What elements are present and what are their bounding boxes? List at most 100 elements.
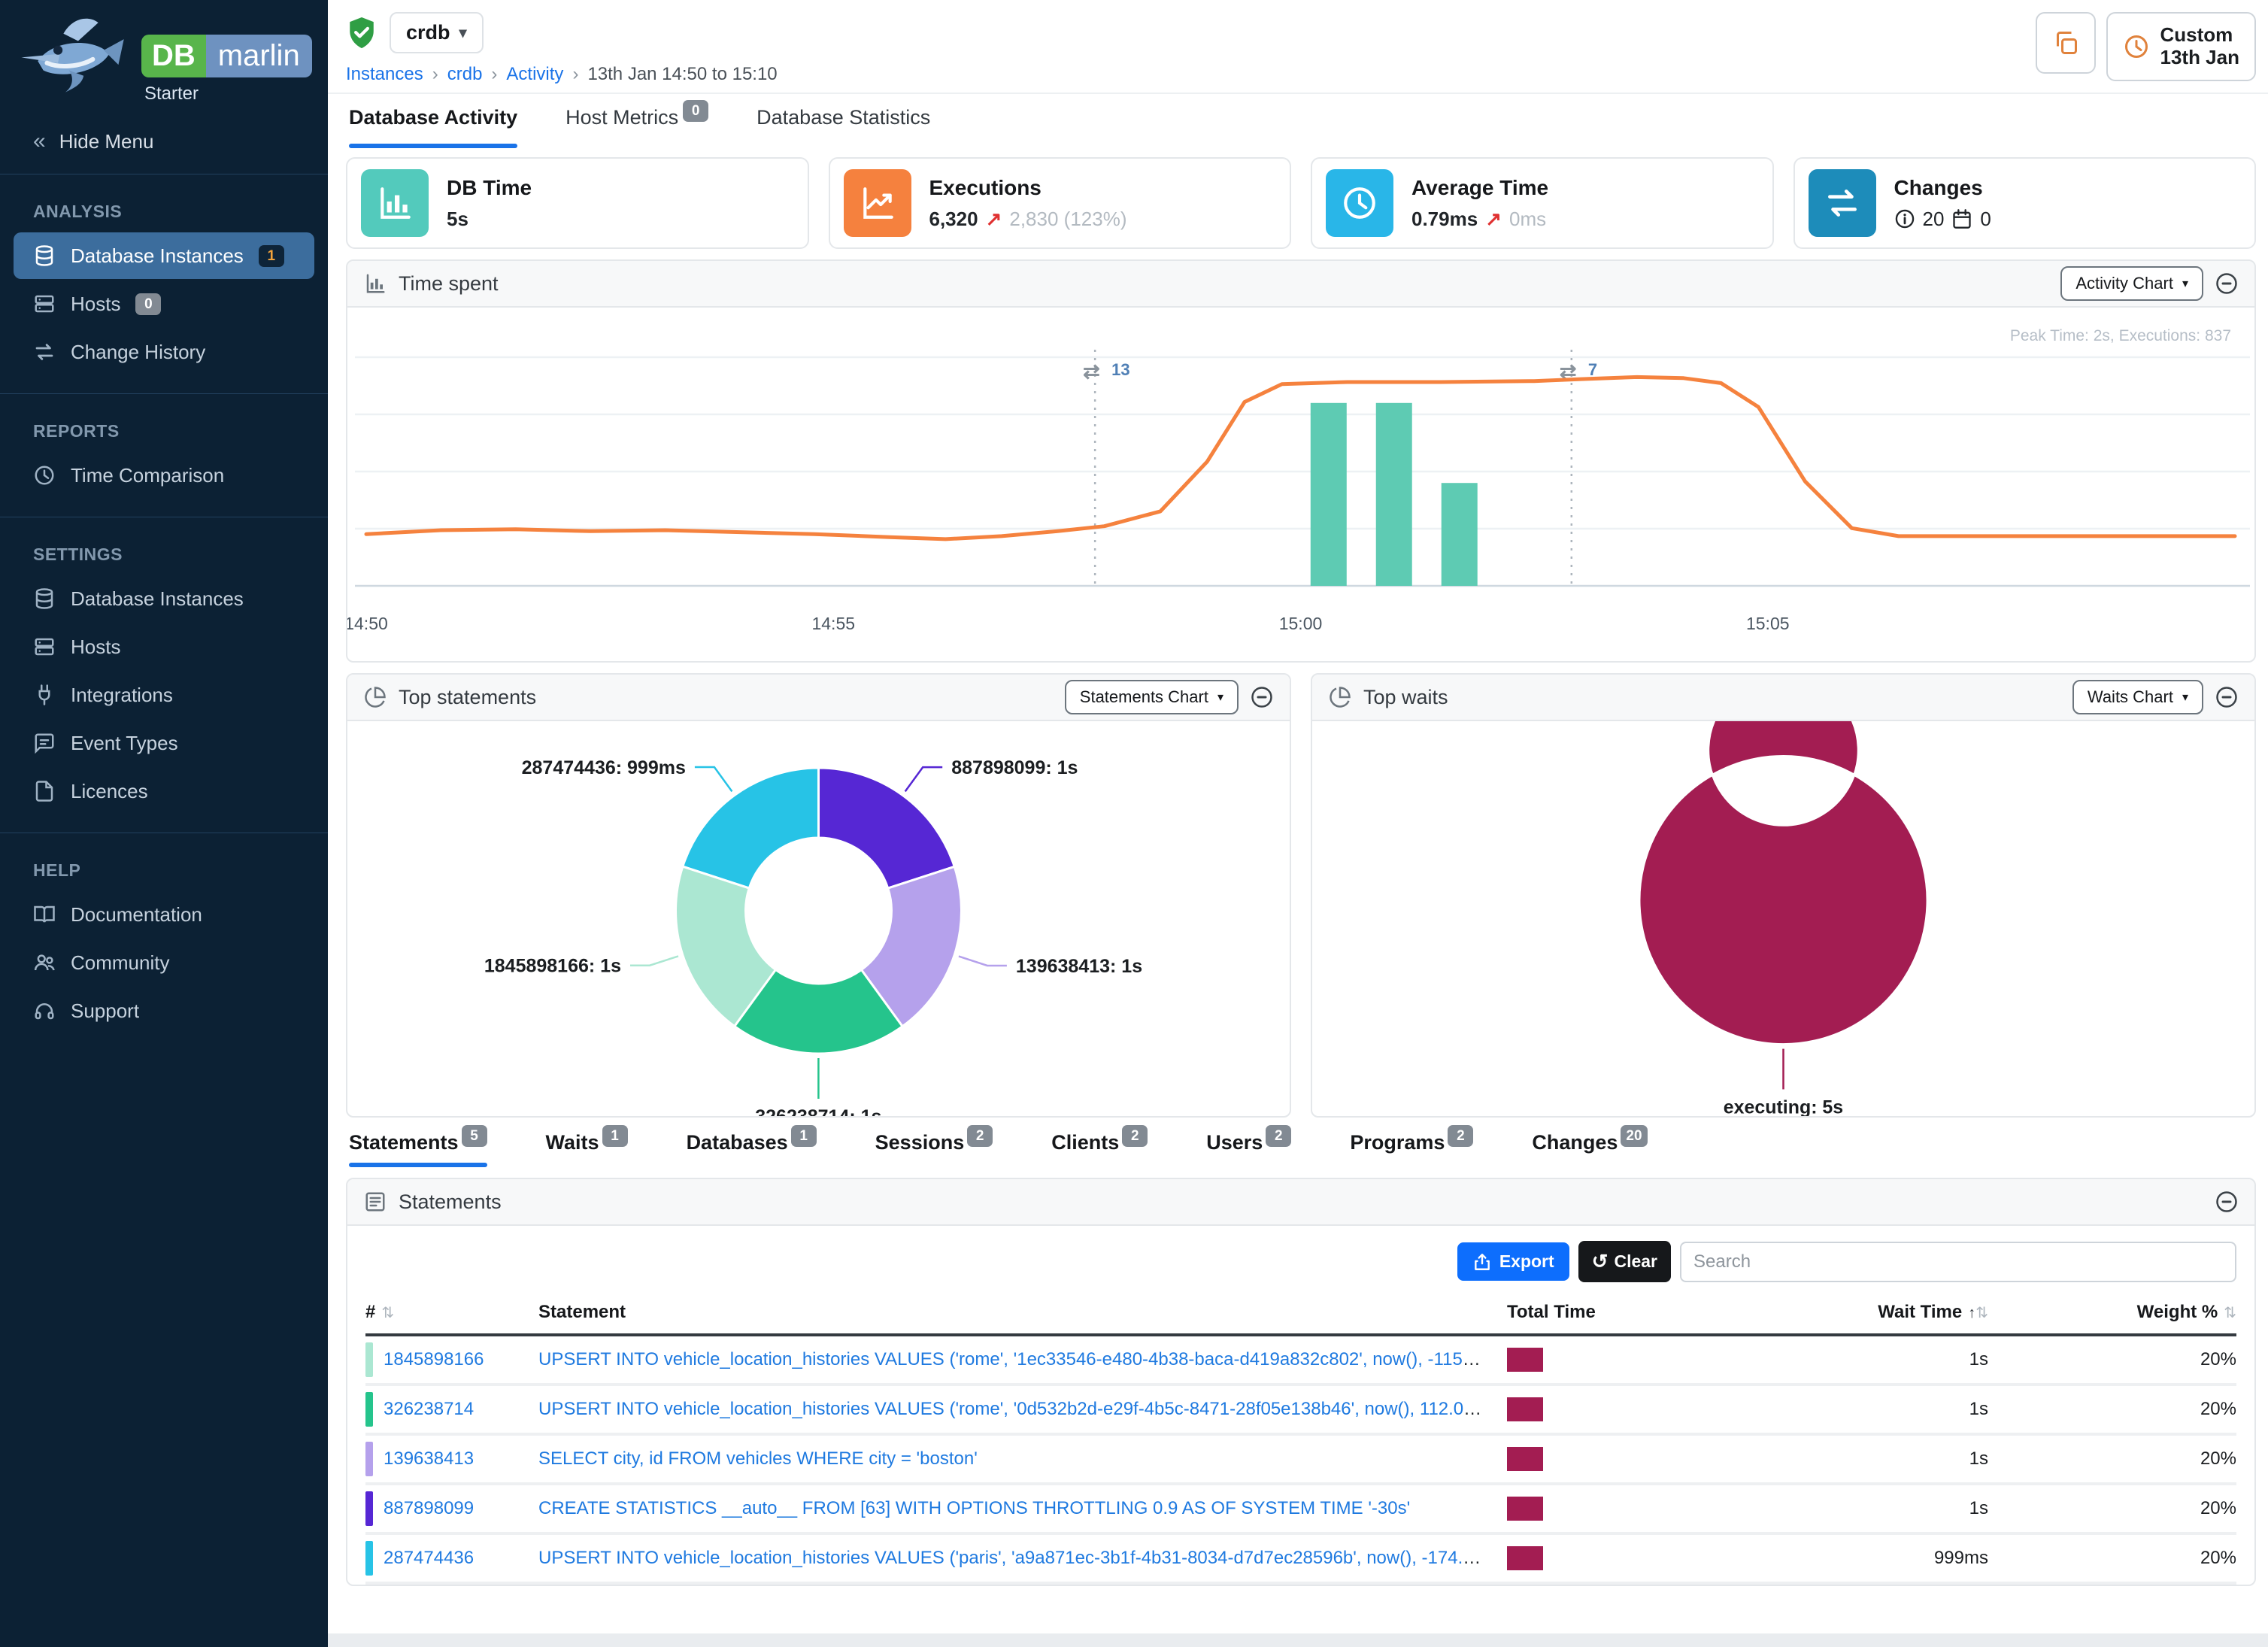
instance-selector-button[interactable]: crdb ▾ (390, 12, 484, 53)
tab-clients[interactable]: Clients 2 (1051, 1125, 1148, 1167)
statement-id-link[interactable]: 139638413 (384, 1448, 475, 1469)
tab-database-statistics[interactable]: Database Statistics (757, 106, 930, 148)
statement-id-link[interactable]: 887898099 (384, 1498, 475, 1518)
collapse-panel-icon[interactable] (2215, 1187, 2238, 1217)
tab-sessions[interactable]: Sessions 2 (875, 1125, 993, 1167)
search-input[interactable] (1680, 1241, 2236, 1282)
total-time-bar (1507, 1546, 1543, 1570)
column-header-weight-[interactable]: Weight % ⇅ (2136, 1302, 2236, 1322)
change-swap-icon[interactable]: ⇄ (1083, 360, 1100, 383)
collapse-panel-icon[interactable] (2215, 268, 2238, 299)
kpi-icon (843, 169, 911, 237)
column-header--[interactable]: # ⇅ (365, 1302, 395, 1322)
top-waits-donut[interactable]: executing: 5s (1312, 721, 2254, 1116)
sidebar-item-time-comparison[interactable]: Time Comparison (14, 452, 314, 499)
column-header-wait-time[interactable]: Wait Time ↑⇅ (1878, 1302, 1988, 1322)
undo-icon: ↺ (1591, 1250, 1609, 1272)
change-count: 13 (1111, 360, 1129, 379)
statements-chart-dropdown[interactable]: Statements Chart ▾ (1064, 680, 1239, 714)
sidebar-group: REPORTS Time Comparison (0, 394, 328, 517)
executions-bar[interactable] (1375, 402, 1412, 586)
tab-host-metrics[interactable]: Host Metrics 0 (565, 100, 709, 148)
statement-text-link[interactable]: UPSERT INTO vehicle_location_histories V… (538, 1399, 1507, 1419)
donut-slice[interactable] (1638, 721, 1929, 1046)
donut-slice-label: 1845898166: 1s (484, 956, 621, 977)
donut-slice-label: 326238714: 1s (755, 1106, 881, 1116)
copy-link-button[interactable] (2035, 12, 2096, 74)
wait-time-value: 1s (1969, 1498, 1988, 1518)
collapse-panel-icon[interactable] (2215, 682, 2238, 712)
sidebar-item-licences[interactable]: Licences (14, 768, 314, 814)
statement-text-link[interactable]: CREATE STATISTICS __auto__ FROM [63] WIT… (538, 1498, 1411, 1518)
sidebar-item-label: Hosts (71, 292, 121, 315)
statement-id-link[interactable]: 1845898166 (384, 1349, 484, 1369)
time-range-button[interactable]: Custom 13th Jan (2106, 12, 2256, 81)
statement-text-link[interactable]: SELECT city, id FROM vehicles WHERE city… (538, 1448, 978, 1469)
statements-panel: Statements Export ↺ Clear #⇅ (346, 1178, 2256, 1586)
activity-chart-label: Activity Chart (2075, 274, 2173, 293)
brand-db: DB (141, 35, 206, 77)
main-tabs: Database Activity Host Metrics 0 Database S… (328, 94, 2268, 148)
sidebar-group-title: SETTINGS (33, 544, 123, 564)
hide-menu-label: Hide Menu (59, 129, 154, 153)
sidebar: DB marlin Starter « Hide Menu ANALYSIS Dat… (0, 0, 328, 1647)
sidebar-item-change-history[interactable]: Change History (14, 329, 314, 375)
sidebar-item-label: Community (71, 951, 170, 974)
donut-slice[interactable] (681, 766, 820, 890)
copy-icon (2052, 29, 2079, 56)
sidebar-item-label: Event Types (71, 731, 178, 754)
column-header-statement: Statement (538, 1302, 626, 1322)
donut-slice[interactable] (732, 968, 905, 1055)
executions-bar[interactable] (1310, 402, 1347, 586)
statement-id-link[interactable]: 326238714 (384, 1399, 475, 1419)
tab-statements[interactable]: Statements 5 (349, 1125, 487, 1167)
sidebar-item-integrations[interactable]: Integrations (14, 672, 314, 718)
total-time-bar (1507, 1497, 1543, 1521)
donut-slice[interactable] (817, 766, 957, 890)
sidebar-item-database-instances[interactable]: Database Instances (14, 575, 314, 622)
database-icon (33, 244, 56, 267)
waits-chart-dropdown[interactable]: Waits Chart ▾ (2072, 680, 2203, 714)
sidebar-item-community[interactable]: Community (14, 939, 314, 986)
statement-text-link[interactable]: UPSERT INTO vehicle_location_histories V… (538, 1548, 1507, 1568)
headset-icon (33, 999, 56, 1022)
kpi-main-value: 6,320 (929, 207, 978, 230)
change-swap-icon[interactable]: ⇄ (1560, 360, 1577, 383)
weight-value: 20% (2200, 1399, 2236, 1419)
peak-note: Peak Time: 2s, Executions: 837 (2010, 327, 2231, 344)
tab-waits[interactable]: Waits 1 (546, 1125, 628, 1167)
kpi-title: DB Time (447, 175, 532, 199)
export-button[interactable]: Export (1457, 1242, 1569, 1281)
breadcrumb-item[interactable]: Activity (506, 64, 564, 84)
kpi-main-value: 0.79ms (1411, 207, 1478, 230)
statement-id-link[interactable]: 287474436 (384, 1548, 475, 1568)
statement-text-link[interactable]: UPSERT INTO vehicle_location_histories V… (538, 1349, 1507, 1369)
donut-label-line (958, 955, 1007, 967)
count-badge: 1 (258, 244, 284, 267)
sidebar-item-event-types[interactable]: Event Types (14, 720, 314, 766)
clear-button[interactable]: ↺ Clear (1578, 1241, 1671, 1282)
breadcrumb-item[interactable]: Instances (346, 64, 423, 84)
activity-chart-dropdown[interactable]: Activity Chart ▾ (2060, 266, 2203, 301)
hide-menu-button[interactable]: « Hide Menu (0, 109, 328, 174)
sidebar-item-hosts[interactable]: Hosts (14, 623, 314, 670)
time-spent-chart[interactable]: Peak Time: 2s, Executions: 837 ⇄ 13 ⇄ 7 14:50… (347, 308, 2254, 661)
db-time-line[interactable] (364, 375, 2237, 541)
breadcrumb-item[interactable]: crdb (447, 64, 483, 84)
sidebar-item-support[interactable]: Support (14, 987, 314, 1034)
donut-label-line (630, 955, 679, 966)
kpi-card-average-time: Average Time 0.79ms ↗ 0ms (1311, 157, 1774, 249)
sidebar-item-documentation[interactable]: Documentation (14, 891, 314, 938)
collapse-panel-icon[interactable] (1251, 682, 1273, 712)
tab-programs[interactable]: Programs 2 (1350, 1125, 1474, 1167)
tab-users[interactable]: Users 2 (1206, 1125, 1292, 1167)
sidebar-item-hosts[interactable]: Hosts 0 (14, 281, 314, 327)
executions-bar[interactable] (1441, 483, 1478, 586)
sidebar-item-database-instances[interactable]: Database Instances 1 (14, 232, 314, 279)
donut-slice[interactable] (675, 865, 778, 1028)
tab-changes[interactable]: Changes 20 (1532, 1125, 1648, 1167)
tab-databases[interactable]: Databases 1 (687, 1125, 817, 1167)
donut-slice[interactable] (860, 865, 963, 1028)
top-statements-donut[interactable]: 887898099: 1s 139638413: 1s 326238714: 1s 1… (347, 721, 1290, 1116)
tab-database-activity[interactable]: Database Activity (349, 106, 518, 148)
